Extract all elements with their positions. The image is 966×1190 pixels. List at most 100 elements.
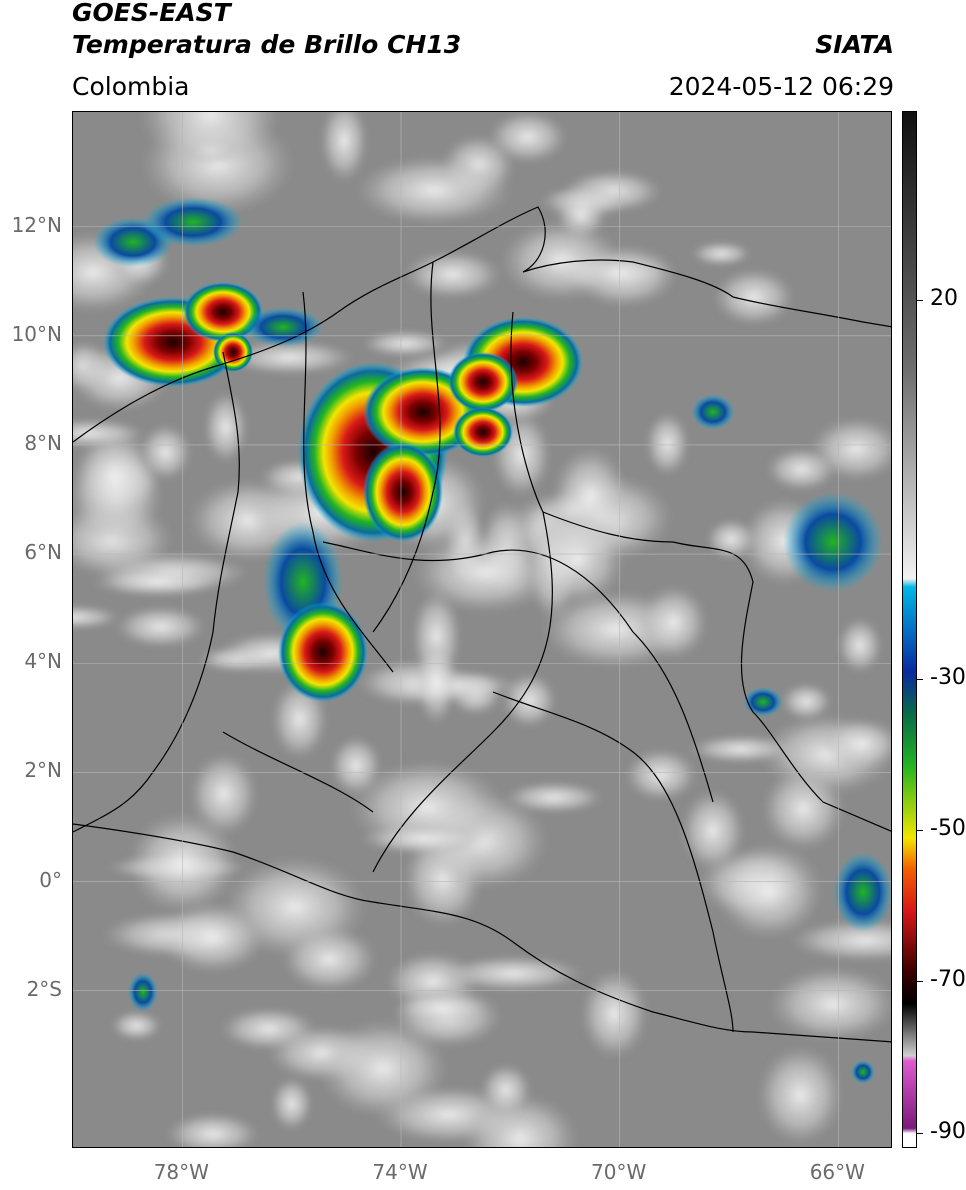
weak-convection-cell <box>691 394 735 430</box>
storm-cell <box>453 407 513 457</box>
cloud-patch <box>320 112 368 183</box>
weak-convection-cell <box>128 972 158 1012</box>
cloud-patch <box>73 605 121 630</box>
convective-cells <box>93 197 891 1084</box>
cloud-patch <box>442 955 584 992</box>
weak-convection-cell <box>143 197 243 247</box>
cloud-patch <box>204 391 248 464</box>
colorbar-label: 20 <box>930 286 958 312</box>
cloud-patch <box>361 330 449 357</box>
cloud-patch <box>415 638 458 726</box>
caribbean-coast <box>73 206 891 443</box>
internal-border-2 <box>372 261 441 633</box>
cloud-patch <box>403 250 502 299</box>
cloud-patch <box>580 968 649 1059</box>
cloud-patch <box>688 734 794 764</box>
storm-cell <box>448 352 518 412</box>
cloud-patch <box>639 585 708 660</box>
cloud-patch <box>166 1112 260 1147</box>
cloud-patch <box>500 220 623 301</box>
cloud-patch <box>127 812 239 914</box>
lon-label: 74°W <box>372 1160 428 1184</box>
cloud-patch <box>762 767 845 851</box>
cloud-patch <box>529 512 626 607</box>
cloud-patch <box>224 340 355 375</box>
cloud-patch <box>714 842 823 940</box>
lat-label: 2°N <box>24 758 62 783</box>
colorbar <box>902 111 917 1148</box>
cloud-patch <box>821 718 891 770</box>
cloud-patch <box>271 1077 313 1131</box>
map-canvas <box>73 112 891 1147</box>
cloud-patch <box>624 748 698 802</box>
lat-label: 10°N <box>11 321 62 346</box>
cloud-patch <box>781 683 832 720</box>
lon-label: 66°W <box>809 1160 865 1184</box>
cloud-patch <box>501 672 557 728</box>
cloud-patch <box>395 992 489 1024</box>
cloud-patch <box>680 789 745 872</box>
datetime-label: 2024-05-12 06:29 <box>668 72 894 101</box>
cloud-patch <box>411 531 558 614</box>
gridlines <box>73 112 891 1147</box>
cloud-patch <box>480 1063 532 1117</box>
internal-border-5 <box>492 691 734 1033</box>
lon-label: 70°W <box>591 1160 647 1184</box>
lat-label: 4°N <box>24 649 62 674</box>
cloud-patch <box>358 823 491 855</box>
southern-border <box>73 823 891 1043</box>
lat-label: 0° <box>39 867 62 892</box>
colorbar-tick <box>917 300 923 302</box>
cloud-patch <box>139 423 192 481</box>
lat-label: 2°S <box>26 976 62 1001</box>
weak-convection-cell <box>243 307 323 347</box>
cloud-patch <box>74 425 156 528</box>
cloud-field <box>73 112 891 1147</box>
lat-label: 8°N <box>24 430 62 455</box>
internal-border-1 <box>302 291 394 673</box>
cloud-patch <box>158 901 267 974</box>
source-label: SIATA <box>815 30 894 59</box>
colorbar-tick <box>917 678 923 680</box>
cloud-patch <box>504 781 604 814</box>
pacific-coast <box>73 351 240 833</box>
storm-cell <box>363 442 443 542</box>
eastern-border <box>542 511 891 832</box>
title-line2: Temperatura de Brillo CH13 <box>72 30 462 59</box>
storm-cell <box>213 332 253 372</box>
internal-border-6 <box>222 731 374 813</box>
cloud-patch <box>189 752 258 836</box>
weak-convection-cell <box>833 852 891 932</box>
cloud-patch <box>645 411 690 476</box>
cloud-patch <box>330 735 382 796</box>
cloud-patch <box>139 112 281 167</box>
cloud-patch <box>837 617 882 674</box>
weak-convection-cell <box>851 1060 875 1084</box>
colorbar-tick <box>917 1132 923 1134</box>
title-line1: GOES-EAST <box>72 0 231 27</box>
colorbar-tick <box>917 830 923 832</box>
weak-convection-cell <box>783 492 883 592</box>
storm-cell <box>278 602 368 702</box>
cloud-patch <box>111 1011 162 1041</box>
cloud-patch <box>768 966 891 1042</box>
cloud-patch <box>92 567 224 597</box>
cloud-patch <box>281 926 377 992</box>
region-label: Colombia <box>72 72 190 101</box>
cloud-patch <box>713 268 795 326</box>
colorbar-label: -70 <box>930 967 966 993</box>
colorbar-label: -90 <box>930 1118 966 1144</box>
internal-border-4 <box>322 541 714 803</box>
cloud-patch <box>757 1045 844 1145</box>
colorbar-label: -50 <box>930 816 966 842</box>
lon-label: 78°W <box>153 1160 209 1184</box>
satellite-map[interactable] <box>72 111 892 1148</box>
cloud-patch <box>766 447 837 491</box>
colorbar-tick <box>917 981 923 983</box>
cloud-patch <box>73 418 146 448</box>
lat-label: 12°N <box>11 212 62 237</box>
colorbar-label: -30 <box>930 664 966 690</box>
colorbar-scale <box>903 112 916 1147</box>
internal-border-3 <box>372 311 553 873</box>
cloud-patch <box>317 1019 448 1118</box>
